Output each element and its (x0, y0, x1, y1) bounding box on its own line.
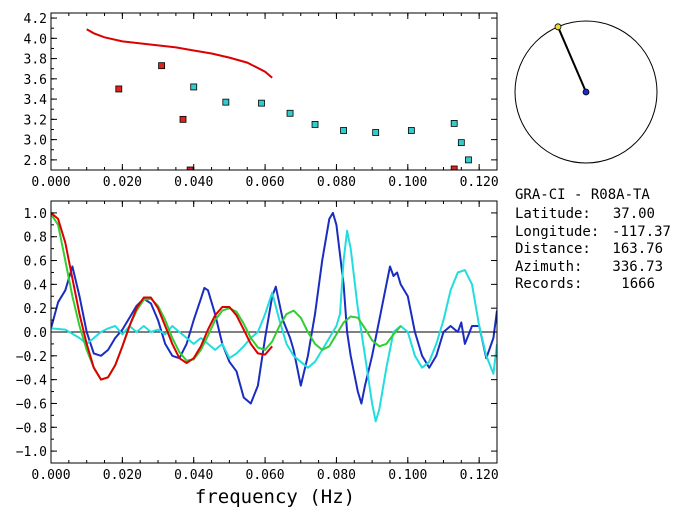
azimuth-needle (557, 26, 587, 93)
longitude-label: Longitude: (515, 224, 599, 240)
y-tick-label: 0.8 (24, 231, 47, 246)
cyan-velocity-point (258, 99, 265, 107)
x-tick-label: 0.120 (460, 468, 499, 483)
red-velocity-point (158, 62, 166, 70)
x-tick-label: 0.100 (388, 175, 427, 190)
y-tick-label: 0.2 (24, 302, 47, 317)
azimuth-compass (514, 20, 658, 164)
red-coherency-curve (51, 212, 273, 381)
y-tick-label: −0.8 (16, 421, 47, 436)
compass-center-dot (582, 88, 590, 96)
y-tick-label: 4.0 (24, 32, 47, 47)
coherency-x-axis-label: frequency (Hz) (195, 486, 355, 508)
x-tick-label: 0.100 (388, 468, 427, 483)
red-velocity-point (450, 165, 458, 170)
cyan-velocity-point (450, 120, 458, 127)
y-tick-label: 2.8 (24, 154, 47, 169)
cyan-coherency-curve (51, 229, 497, 423)
station-info-panel: GRA-CI - R08A-TA Latitude: 37.00 Longitu… (515, 187, 671, 292)
cyan-velocity-point (222, 98, 230, 106)
red-velocity-point (179, 115, 187, 123)
x-tick-label: 0.000 (31, 468, 70, 483)
cyan-velocity-point (190, 83, 198, 91)
velocity-plot-area (86, 28, 472, 170)
x-tick-label: 0.060 (246, 175, 285, 190)
x-tick-label: 0.080 (317, 175, 356, 190)
latitude-value: 37.00 (613, 206, 655, 222)
y-tick-label: 3.4 (24, 93, 48, 108)
coherency-plot-area (51, 211, 497, 423)
x-tick-label: 0.000 (31, 175, 70, 190)
cyan-velocity-point (372, 129, 380, 136)
coherency-axes: 0.000 0.020 0.040 0.060 0.080 0.100 0.120 1.0 0.… (16, 200, 499, 483)
cyan-velocity-point (407, 127, 415, 134)
x-tick-label: 0.060 (246, 468, 285, 483)
velocity-chart: 0.000 0.020 0.040 0.060 0.080 0.100 0.120 4.2 4.… (24, 12, 499, 190)
y-tick-label: 3.2 (24, 113, 47, 128)
compass-circle (514, 20, 658, 164)
cyan-velocity-point (465, 156, 472, 164)
x-tick-label: 0.080 (317, 468, 356, 483)
y-tick-label: 0.6 (24, 255, 47, 270)
coherency-chart: 0.000 0.020 0.040 0.060 0.080 0.100 0.120 1.0 0.… (16, 200, 499, 508)
cyan-velocity-point (286, 109, 294, 117)
cyan-velocity-point (457, 139, 465, 147)
y-tick-label: −0.2 (16, 350, 47, 365)
y-tick-label: 1.0 (24, 207, 47, 222)
y-tick-label: 0.0 (24, 326, 47, 341)
azimuth-tip-dot (554, 23, 562, 31)
velocity-axes: 0.000 0.020 0.040 0.060 0.080 0.100 0.120 4.2 4.… (24, 12, 499, 190)
red-velocity-point (186, 166, 194, 170)
y-tick-label: −0.6 (16, 397, 47, 412)
x-tick-label: 0.040 (174, 175, 213, 190)
records-label: Records: (515, 276, 582, 292)
station-pair-title: GRA-CI - R08A-TA (515, 187, 650, 203)
y-tick-label: 0.4 (24, 278, 48, 293)
y-tick-label: −1.0 (16, 445, 47, 460)
azimuth-value: 336.73 (612, 259, 663, 275)
blue-coherency-curve (51, 211, 497, 405)
y-tick-label: 3.0 (24, 134, 47, 149)
cyan-velocity-point (311, 121, 319, 128)
y-tick-label: −0.4 (16, 374, 47, 389)
cyan-velocity-point (340, 127, 347, 134)
red-velocity-point (115, 85, 123, 93)
x-tick-label: 0.020 (103, 468, 142, 483)
y-tick-label: 3.8 (24, 53, 47, 68)
velocity-plot-frame (50, 12, 498, 171)
y-tick-label: 4.2 (24, 12, 47, 27)
distance-value: 163.76 (612, 241, 663, 257)
distance-label: Distance: (515, 241, 591, 257)
longitude-value: -117.37 (612, 224, 671, 240)
x-tick-label: 0.040 (174, 468, 213, 483)
records-value: 1666 (621, 276, 655, 292)
azimuth-label: Azimuth: (515, 259, 582, 275)
x-tick-label: 0.020 (103, 175, 142, 190)
x-tick-label: 0.120 (460, 175, 499, 190)
y-tick-label: 3.6 (24, 73, 47, 88)
velocity-curve (86, 28, 273, 79)
latitude-label: Latitude: (515, 206, 591, 222)
